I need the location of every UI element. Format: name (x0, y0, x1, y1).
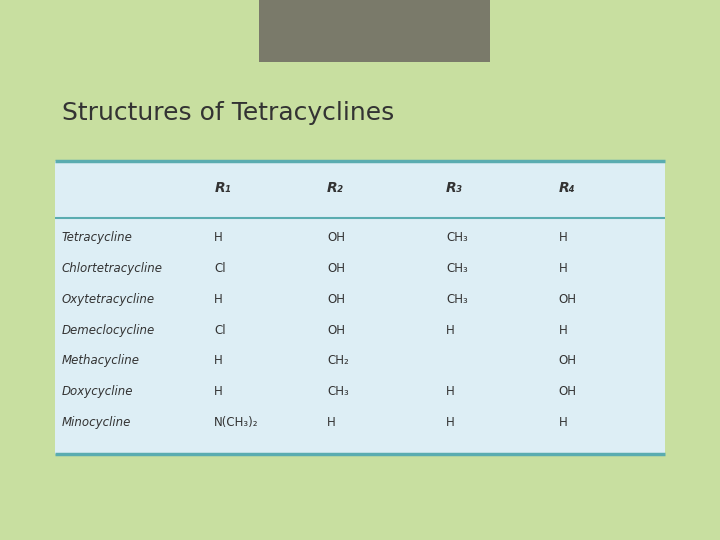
Text: Minocycline: Minocycline (62, 416, 131, 429)
Text: Methacycline: Methacycline (62, 354, 140, 367)
Text: H: H (559, 231, 567, 244)
Text: H: H (446, 385, 455, 398)
Text: OH: OH (327, 323, 345, 336)
Text: CH₃: CH₃ (446, 293, 468, 306)
Text: R₄: R₄ (559, 181, 575, 195)
Text: OH: OH (559, 354, 577, 367)
Text: OH: OH (327, 231, 345, 244)
Text: R₁: R₁ (215, 181, 231, 195)
Text: Cl: Cl (215, 262, 226, 275)
Text: H: H (446, 323, 455, 336)
Text: Tetracycline: Tetracycline (62, 231, 132, 244)
Text: H: H (215, 293, 223, 306)
Text: H: H (559, 323, 567, 336)
FancyBboxPatch shape (55, 161, 665, 454)
Text: OH: OH (327, 293, 345, 306)
Text: H: H (559, 416, 567, 429)
Text: OH: OH (327, 262, 345, 275)
Text: CH₃: CH₃ (446, 262, 468, 275)
Text: R₃: R₃ (446, 181, 463, 195)
Text: Cl: Cl (215, 323, 226, 336)
Text: Oxytetracycline: Oxytetracycline (62, 293, 155, 306)
Text: CH₃: CH₃ (327, 385, 348, 398)
Text: CH₃: CH₃ (446, 231, 468, 244)
Text: OH: OH (559, 293, 577, 306)
Text: H: H (215, 354, 223, 367)
Text: R₂: R₂ (327, 181, 343, 195)
Text: H: H (446, 416, 455, 429)
Text: Demeclocycline: Demeclocycline (62, 323, 156, 336)
Text: H: H (559, 262, 567, 275)
Text: OH: OH (559, 385, 577, 398)
Text: H: H (215, 231, 223, 244)
Text: H: H (327, 416, 336, 429)
Text: CH₂: CH₂ (327, 354, 348, 367)
Text: H: H (215, 385, 223, 398)
Text: Structures of Tetracyclines: Structures of Tetracyclines (62, 101, 394, 125)
Text: N(CH₃)₂: N(CH₃)₂ (215, 416, 258, 429)
Text: Doxycycline: Doxycycline (62, 385, 133, 398)
Text: Chlortetracycline: Chlortetracycline (62, 262, 163, 275)
